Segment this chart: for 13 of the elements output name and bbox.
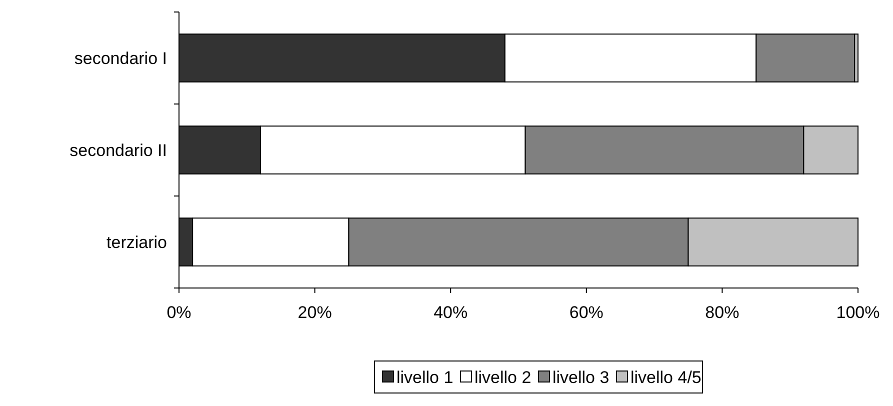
y-tick-label: secondario II xyxy=(70,140,167,160)
x-tick-label: 100% xyxy=(836,303,880,322)
x-tick-label: 20% xyxy=(298,303,332,322)
y-tick-label: secondario I xyxy=(74,48,167,68)
y-tick-label: terziario xyxy=(106,232,167,252)
x-tick-label: 80% xyxy=(705,303,740,322)
legend-label: livello 2 xyxy=(474,368,532,387)
x-tick-label: 60% xyxy=(569,303,604,322)
x-tick-label: 0% xyxy=(166,303,192,322)
x-tick-label: 40% xyxy=(434,303,468,322)
legend-label: livello 4/5 xyxy=(630,368,702,387)
legend-label: livello 3 xyxy=(552,368,610,387)
legend-label: livello 1 xyxy=(396,368,454,387)
